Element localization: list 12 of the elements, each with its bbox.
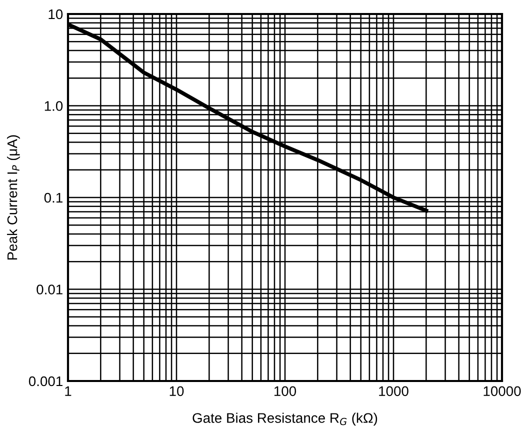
x-tick-label: 10 (170, 386, 184, 396)
y-tick-label: 0.001 (28, 376, 62, 386)
x-tick-label: 10000 (484, 386, 521, 396)
y-axis-title: Peak Current I$_{P}$ (μA) (6, 135, 20, 260)
y-tick-label: 10 (48, 9, 63, 20)
y-tick-label: 1.0 (44, 101, 63, 111)
x-tick-label: 1 (65, 386, 72, 396)
x-axis-title: Gate Bias Resistance R$_{G}$ (kΩ) (192, 412, 378, 426)
x-tick-label: 100 (274, 386, 296, 396)
y-tick-label: 0.1 (44, 192, 62, 203)
x-tick-label: 1000 (379, 386, 408, 396)
y-tick-label: 0.01 (36, 284, 62, 294)
